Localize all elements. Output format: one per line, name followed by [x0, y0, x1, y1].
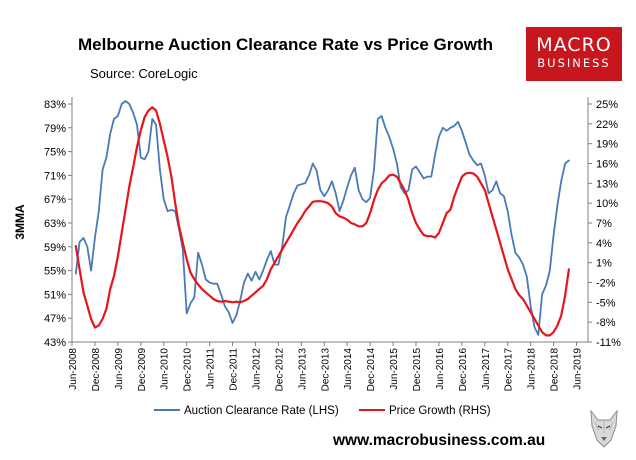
left-tick-label: 47%	[44, 313, 66, 325]
footer-url: www.macrobusiness.com.au	[333, 432, 546, 449]
right-tick-label: 22%	[596, 119, 618, 131]
x-tick-label: Dec-2010	[183, 348, 194, 392]
right-tick-label: -11%	[596, 337, 621, 349]
logo-line-1: MACRO	[536, 34, 612, 56]
macrobusiness-logo: MACRO BUSINESS	[526, 27, 622, 81]
left-tick-label: 51%	[44, 289, 66, 301]
x-tick-label: Dec-2012	[274, 348, 285, 392]
x-tick-label: Jun-2009	[114, 348, 125, 390]
legend: Auction Clearance Rate (LHS) Price Growt…	[154, 405, 491, 417]
x-tick-label: Dec-2016	[458, 348, 469, 392]
logo-line-2: BUSINESS	[537, 56, 611, 70]
left-tick-label: 59%	[44, 242, 66, 254]
clearance-rate-line	[74, 100, 570, 336]
right-tick-label: -2%	[596, 278, 616, 290]
x-tick-label: Dec-2017	[504, 348, 515, 392]
legend-label-clearance: Auction Clearance Rate (LHS)	[184, 405, 339, 417]
right-tick-label: 25%	[596, 99, 618, 111]
price-growth-line	[74, 106, 571, 337]
x-tick-label: Jun-2012	[251, 348, 262, 390]
legend-label-price: Price Growth (RHS)	[389, 405, 491, 417]
x-tick-label: Dec-2013	[320, 348, 331, 392]
x-tick-label: Dec-2009	[137, 348, 148, 392]
series-group	[74, 100, 571, 337]
chart-subtitle: Source: CoreLogic	[90, 66, 198, 81]
x-tick-label: Dec-2008	[91, 348, 102, 392]
x-tick-label: Jun-2019	[573, 348, 584, 390]
right-tick-label: 10%	[596, 198, 618, 210]
x-tick-label: Dec-2018	[550, 348, 561, 392]
right-tick-label: 1%	[596, 258, 612, 270]
left-tick-label: 55%	[44, 266, 66, 278]
x-tick-label: Jun-2010	[160, 348, 171, 390]
left-tick-label: 75%	[44, 147, 66, 159]
right-tick-label: 19%	[596, 139, 618, 151]
right-tick-label: 4%	[596, 238, 612, 250]
right-tick-label: -8%	[596, 317, 616, 329]
x-tick-label: Dec-2011	[229, 348, 240, 391]
x-tick-label: Jun-2017	[481, 348, 492, 390]
x-tick-label: Jun-2014	[343, 348, 354, 390]
y-axis-label-left: 3MMA	[13, 204, 27, 240]
x-tick-label: Jun-2013	[297, 348, 308, 390]
left-tick-label: 79%	[44, 123, 66, 135]
x-tick-label: Jun-2011	[206, 348, 217, 389]
x-tick-label: Dec-2015	[412, 348, 423, 392]
left-tick-label: 83%	[44, 99, 66, 111]
left-tick-label: 71%	[44, 170, 66, 182]
x-tick-label: Jun-2018	[527, 348, 538, 390]
x-axis-ticks: Jun-2008 Dec-2008 Jun-2009 Dec-2009 Jun-2010…	[68, 342, 584, 391]
x-tick-label: Jun-2016	[435, 348, 446, 390]
right-tick-label: -5%	[596, 297, 616, 309]
plot-area	[71, 97, 589, 343]
left-tick-label: 67%	[44, 194, 66, 206]
right-tick-label: 7%	[596, 218, 612, 230]
right-tick-label: 13%	[596, 178, 618, 190]
x-tick-label: Dec-2014	[366, 348, 377, 392]
x-tick-label: Jun-2015	[389, 348, 400, 390]
chart-title: Melbourne Auction Clearance Rate vs Pric…	[78, 35, 494, 54]
left-tick-label: 43%	[44, 337, 66, 349]
left-axis-ticks: 83% 79% 75% 71% 67% 63% 59% 55% 51% 47% 43%	[44, 99, 72, 349]
right-tick-label: 16%	[596, 159, 618, 171]
left-tick-label: 63%	[44, 218, 66, 230]
wolf-logo-icon	[590, 409, 618, 448]
right-axis-ticks: 25% 22% 19% 16% 13% 10% 7% 4% 1% -2% -5% -8% -11%	[588, 99, 621, 349]
x-tick-label: Jun-2008	[68, 348, 79, 390]
